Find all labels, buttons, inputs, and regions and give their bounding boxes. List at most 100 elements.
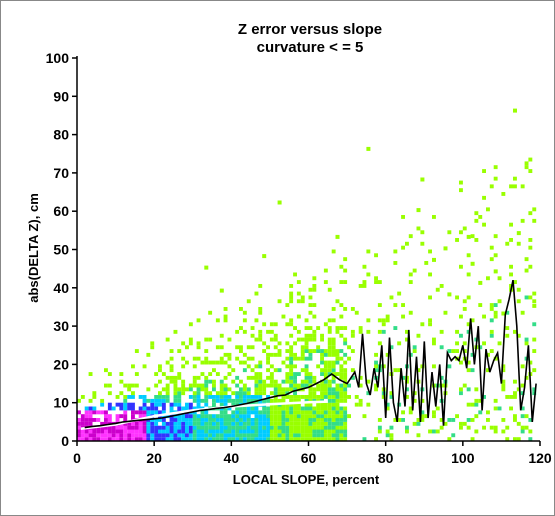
heat-cell — [242, 310, 247, 315]
heat-cell — [435, 287, 440, 292]
heat-cell — [296, 421, 301, 426]
heat-cell — [231, 425, 236, 430]
heat-cell — [165, 429, 170, 434]
heat-cell — [466, 329, 471, 334]
heat-cell — [296, 337, 301, 342]
heat-cell — [219, 356, 224, 361]
heat-cell — [262, 410, 267, 415]
heat-cell — [246, 345, 251, 350]
heat-cell — [308, 352, 313, 357]
heat-cell — [420, 398, 425, 403]
heat-cell — [524, 341, 529, 346]
y-tick-label: 100 — [46, 50, 70, 66]
x-tick-label: 80 — [378, 450, 394, 466]
heat-cell — [339, 326, 344, 330]
heat-cell — [505, 326, 510, 330]
heat-cell — [358, 402, 363, 407]
heat-cell — [493, 398, 498, 403]
heat-cell — [474, 238, 479, 242]
outlier-cell — [447, 292, 452, 297]
heat-cell — [80, 418, 85, 422]
heat-cell — [300, 379, 305, 384]
heat-cell — [169, 429, 174, 434]
heat-cell — [254, 395, 259, 399]
heat-cell — [358, 329, 363, 334]
heat-cell — [289, 402, 294, 407]
heat-cell — [312, 329, 317, 334]
heat-cell — [335, 421, 340, 426]
heat-cell — [520, 391, 525, 396]
heat-cell — [362, 284, 367, 288]
heat-cell — [300, 337, 305, 342]
heat-cell — [273, 398, 278, 403]
heat-cell — [339, 303, 344, 307]
heat-cell — [277, 387, 282, 392]
heat-cell — [296, 291, 301, 296]
heat-cell — [258, 410, 263, 415]
heat-cell — [509, 272, 513, 277]
heat-cell — [84, 421, 89, 426]
heat-cell — [416, 418, 421, 422]
heat-cell — [293, 272, 297, 277]
heat-cell — [200, 398, 205, 403]
heat-cell — [300, 295, 305, 300]
heat-cell — [150, 410, 155, 415]
heat-cell — [308, 421, 313, 426]
heat-cell — [269, 414, 274, 419]
heat-cell — [185, 425, 189, 430]
heat-cell — [273, 406, 278, 411]
heat-cell — [96, 437, 101, 442]
heat-cell — [308, 379, 313, 384]
outlier-cell — [420, 177, 425, 182]
heat-cell — [192, 429, 197, 434]
heat-cell — [316, 387, 321, 392]
heat-cell — [212, 387, 216, 392]
heat-cell — [293, 364, 297, 369]
heat-cell — [331, 387, 336, 392]
heat-cell — [273, 410, 278, 415]
heat-cell — [200, 360, 205, 365]
heat-cell — [158, 364, 162, 369]
heat-cell — [246, 425, 251, 430]
heat-cell — [470, 418, 475, 422]
heat-cell — [343, 368, 348, 373]
heat-cell — [254, 418, 259, 422]
heat-cell — [88, 372, 93, 376]
heat-cell — [366, 379, 371, 384]
heat-cell — [327, 421, 332, 426]
heat-cell — [300, 418, 305, 422]
heat-cell — [262, 398, 267, 403]
heat-cell — [235, 406, 240, 411]
heat-cell — [308, 337, 313, 342]
heat-cell — [177, 349, 182, 353]
heat-cell — [300, 410, 305, 415]
heat-cell — [459, 314, 463, 319]
heat-cell — [520, 414, 525, 419]
heat-cell — [393, 303, 398, 307]
heat-cell — [524, 257, 529, 262]
heat-cell — [219, 425, 224, 430]
heat-cell — [254, 291, 259, 296]
heat-cell — [131, 433, 135, 438]
heat-cell — [320, 337, 324, 342]
heat-cell — [323, 322, 328, 327]
heat-cell — [432, 429, 436, 434]
heat-cell — [285, 429, 290, 434]
heat-cell — [416, 368, 421, 373]
heat-cell — [532, 322, 537, 327]
heat-cell — [77, 425, 81, 430]
heat-cell — [478, 398, 483, 403]
heat-cell — [215, 395, 220, 399]
heat-cell — [524, 268, 529, 273]
heat-cell — [489, 257, 494, 262]
heat-cell — [262, 379, 267, 384]
heat-cell — [258, 383, 263, 388]
heat-cell — [385, 429, 390, 434]
heat-cell — [312, 410, 317, 415]
heat-cell — [289, 345, 294, 350]
heat-cell — [493, 406, 498, 411]
heat-cell — [350, 333, 355, 338]
y-tick-label: 80 — [53, 127, 69, 143]
heat-cell — [320, 402, 324, 407]
heat-cell — [239, 387, 243, 392]
